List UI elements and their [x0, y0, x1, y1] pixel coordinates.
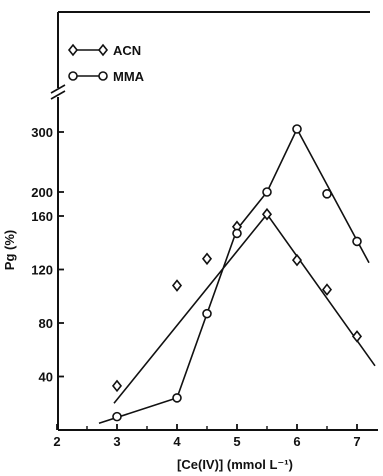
marker-mma [262, 187, 272, 197]
fit-lines [98, 127, 376, 425]
x-tick-label-3: 3 [113, 434, 120, 449]
x-tick-label-6: 6 [293, 434, 300, 449]
x-axis-label: [Ce(IV)] (mmol L⁻¹) [177, 457, 293, 472]
marker-acn [291, 253, 303, 267]
axis-break-mark [50, 84, 66, 100]
fit-line-acn [113, 212, 376, 404]
x-tick-label-2: 2 [53, 434, 60, 449]
legend-marker-mma [68, 71, 78, 81]
marker-mma [202, 308, 212, 319]
marker-acn [351, 330, 363, 343]
marker-acn [321, 283, 333, 296]
legend-label-acn: ACN [113, 43, 141, 58]
y-tick-label-160: 160 [31, 209, 53, 224]
y-axis-label: Pg (%) [2, 230, 17, 270]
y-tick-label-120: 120 [31, 263, 53, 278]
marker-mma [172, 393, 182, 403]
x-tick-label-5: 5 [233, 434, 240, 449]
fit-line-mma [98, 127, 370, 425]
x-tick-label-4: 4 [173, 434, 181, 449]
legend: ACN MMA [67, 43, 145, 84]
marker-acn [111, 379, 123, 393]
marker-acn [261, 207, 273, 221]
legend-marker-acn [97, 43, 109, 57]
marker-mma [322, 189, 332, 199]
y-tick-label-40: 40 [39, 370, 53, 385]
legend-marker-mma [98, 71, 108, 81]
marker-mma [232, 228, 242, 239]
marker-mma [292, 124, 302, 134]
marker-acn [171, 279, 183, 292]
x-tick-label-7: 7 [353, 434, 360, 449]
y-tick-label-80: 80 [39, 316, 53, 331]
axes [50, 11, 378, 431]
legend-label-mma: MMA [113, 69, 145, 84]
y-tick-label-200: 200 [31, 185, 53, 200]
data-markers [111, 124, 363, 422]
ticks: 2 3 4 5 6 7 40 80 120 160 200 300 [31, 125, 360, 449]
marker-mma [352, 236, 362, 247]
legend-marker-acn [67, 43, 79, 57]
marker-acn [201, 252, 213, 266]
marker-mma [112, 411, 122, 422]
y-tick-label-300: 300 [31, 125, 53, 140]
